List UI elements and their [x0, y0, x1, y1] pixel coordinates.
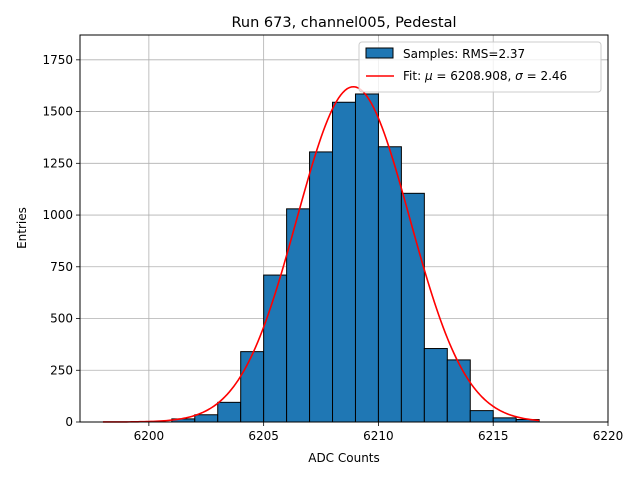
- y-tick-label: 1250: [42, 156, 73, 170]
- y-tick-label: 250: [50, 363, 73, 377]
- histogram-bar: [217, 401, 242, 423]
- histogram-bar: [446, 359, 471, 423]
- histogram-bar: [240, 351, 265, 423]
- x-axis-label: ADC Counts: [308, 451, 380, 465]
- y-tick-label: 500: [50, 312, 73, 326]
- chart-title: Run 673, channel005, Pedestal: [231, 15, 456, 31]
- histogram-bar: [194, 414, 219, 423]
- x-tick-label: 6200: [134, 429, 165, 443]
- histogram-bar: [309, 151, 334, 423]
- fit-curve: [102, 85, 540, 423]
- plot-frame: [79, 34, 609, 423]
- legend: Samples: RMS=2.37 Fit: μ = 6208.908, σ =…: [358, 41, 602, 93]
- x-tick-label: 6215: [478, 429, 509, 443]
- legend-label-samples: Samples: RMS=2.37: [403, 47, 525, 61]
- histogram-bar: [332, 101, 356, 423]
- y-axis-label: Entries: [15, 207, 29, 249]
- histogram-bar: [377, 146, 402, 423]
- histogram-bars: [171, 93, 540, 423]
- y-tick-label: 1500: [42, 105, 73, 119]
- x-axis: 6200 6205 6210 6215 6220: [134, 422, 624, 443]
- y-tick-label: 1750: [42, 53, 73, 67]
- y-tick-label: 1000: [42, 208, 73, 222]
- legend-box: [358, 41, 602, 93]
- x-tick-label: 6205: [248, 429, 279, 443]
- y-tick-label: 750: [50, 260, 73, 274]
- legend-label-fit: Fit: μ = 6208.908, σ = 2.46: [403, 69, 567, 83]
- histogram-bar: [423, 348, 448, 423]
- y-tick-label: 0: [65, 415, 73, 429]
- y-axis: 0 250 500 750 1000 1250 1500 1750: [42, 53, 80, 429]
- histogram-bar: [469, 410, 494, 423]
- fit-curve-group: [102, 85, 540, 423]
- histogram-bar: [492, 417, 517, 423]
- x-tick-label: 6210: [363, 429, 394, 443]
- legend-swatch-samples: [365, 47, 394, 59]
- histogram-bar: [354, 93, 379, 423]
- histogram-bar: [263, 274, 288, 423]
- x-tick-label: 6220: [593, 429, 624, 443]
